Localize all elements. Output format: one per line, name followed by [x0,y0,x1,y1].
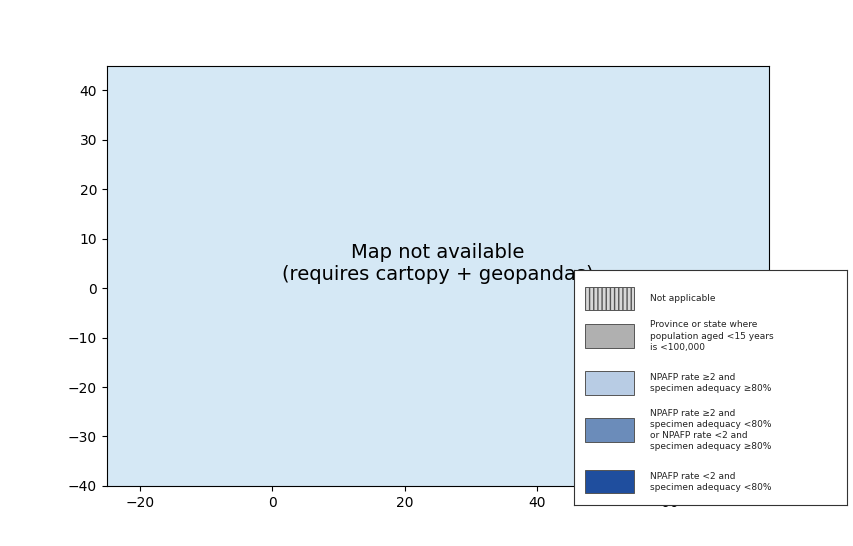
FancyBboxPatch shape [584,470,633,494]
Text: Not applicable: Not applicable [650,294,715,303]
Text: NPAFP rate ≥2 and
specimen adequacy ≥80%: NPAFP rate ≥2 and specimen adequacy ≥80% [650,373,771,393]
Text: Province or state where
population aged <15 years
is <100,000: Province or state where population aged … [650,321,773,352]
FancyBboxPatch shape [584,324,633,348]
FancyBboxPatch shape [584,418,633,442]
FancyBboxPatch shape [584,287,633,310]
FancyBboxPatch shape [584,371,633,395]
Text: NPAFP rate ≥2 and
specimen adequacy <80%
or NPAFP rate <2 and
specimen adequacy : NPAFP rate ≥2 and specimen adequacy <80%… [650,409,771,451]
Text: NPAFP rate <2 and
specimen adequacy <80%: NPAFP rate <2 and specimen adequacy <80% [650,472,771,491]
Text: Map not available
(requires cartopy + geopandas): Map not available (requires cartopy + ge… [281,243,593,284]
